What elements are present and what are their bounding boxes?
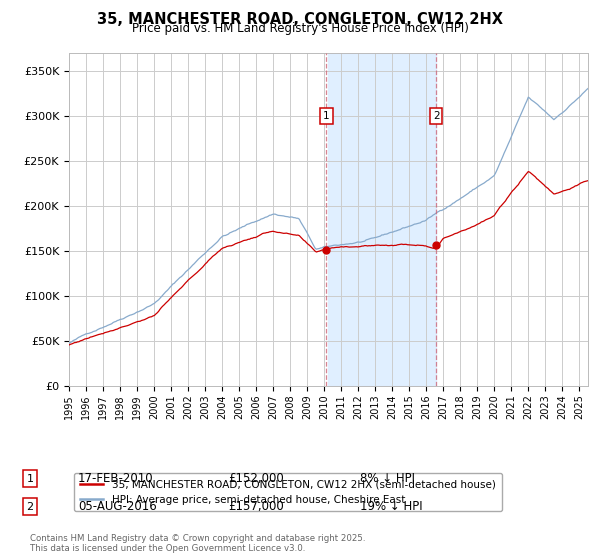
Text: Price paid vs. HM Land Registry's House Price Index (HPI): Price paid vs. HM Land Registry's House … — [131, 22, 469, 35]
35, MANCHESTER ROAD, CONGLETON, CW12 2HX (semi-detached house) — [449, 231, 457, 238]
Line: HPI: Average price, semi-detached house, Cheshire East: HPI: Average price, semi-detached house,… — [69, 88, 588, 343]
Legend: 35, MANCHESTER ROAD, CONGLETON, CW12 2HX (semi-detached house), HPI: Average pri: 35, MANCHESTER ROAD, CONGLETON, CW12 2HX… — [74, 473, 502, 511]
Text: £152,000: £152,000 — [228, 472, 284, 486]
Text: 8% ↓ HPI: 8% ↓ HPI — [360, 472, 415, 486]
Text: Contains HM Land Registry data © Crown copyright and database right 2025.
This d: Contains HM Land Registry data © Crown c… — [30, 534, 365, 553]
Text: 19% ↓ HPI: 19% ↓ HPI — [360, 500, 422, 514]
35, MANCHESTER ROAD, CONGLETON, CW12 2HX (semi-detached house) — [421, 242, 428, 249]
Text: 1: 1 — [26, 474, 34, 484]
HPI: Average price, semi-detached house, Cheshire East: (2.01e+03, 1.58e+05): Average price, semi-detached house, Ches… — [346, 240, 353, 247]
Text: 2: 2 — [433, 111, 440, 121]
Text: 35, MANCHESTER ROAD, CONGLETON, CW12 2HX: 35, MANCHESTER ROAD, CONGLETON, CW12 2HX — [97, 12, 503, 27]
Text: 2: 2 — [26, 502, 34, 512]
Text: 05-AUG-2016: 05-AUG-2016 — [78, 500, 157, 514]
35, MANCHESTER ROAD, CONGLETON, CW12 2HX (semi-detached house) — [154, 310, 161, 316]
HPI: Average price, semi-detached house, Cheshire East: (2.03e+03, 3.31e+05): Average price, semi-detached house, Ches… — [584, 85, 592, 92]
35, MANCHESTER ROAD, CONGLETON, CW12 2HX (semi-detached house) — [116, 324, 124, 331]
Text: £157,000: £157,000 — [228, 500, 284, 514]
HPI: Average price, semi-detached house, Cheshire East: (2e+03, 7.44e+04): Average price, semi-detached house, Ches… — [116, 316, 124, 323]
35, MANCHESTER ROAD, CONGLETON, CW12 2HX (semi-detached house) — [346, 244, 353, 250]
HPI: Average price, semi-detached house, Cheshire East: (2.02e+03, 1.84e+05): Average price, semi-detached house, Ches… — [421, 218, 428, 225]
35, MANCHESTER ROAD, CONGLETON, CW12 2HX (semi-detached house) — [584, 178, 592, 184]
HPI: Average price, semi-detached house, Cheshire East: (2e+03, 4.8e+04): Average price, semi-detached house, Ches… — [65, 340, 73, 347]
35, MANCHESTER ROAD, CONGLETON, CW12 2HX (semi-detached house) — [65, 342, 73, 348]
Text: 17-FEB-2010: 17-FEB-2010 — [78, 472, 154, 486]
HPI: Average price, semi-detached house, Cheshire East: (2e+03, 9.49e+04): Average price, semi-detached house, Ches… — [154, 297, 161, 304]
35, MANCHESTER ROAD, CONGLETON, CW12 2HX (semi-detached house) — [172, 290, 179, 296]
HPI: Average price, semi-detached house, Cheshire East: (2.02e+03, 2.03e+05): Average price, semi-detached house, Ches… — [449, 200, 457, 207]
Line: 35, MANCHESTER ROAD, CONGLETON, CW12 2HX (semi-detached house): 35, MANCHESTER ROAD, CONGLETON, CW12 2HX… — [69, 171, 588, 345]
35, MANCHESTER ROAD, CONGLETON, CW12 2HX (semi-detached house) — [524, 168, 532, 175]
Text: 1: 1 — [323, 111, 329, 121]
HPI: Average price, semi-detached house, Cheshire East: (2e+03, 1.16e+05): Average price, semi-detached house, Ches… — [172, 278, 179, 285]
